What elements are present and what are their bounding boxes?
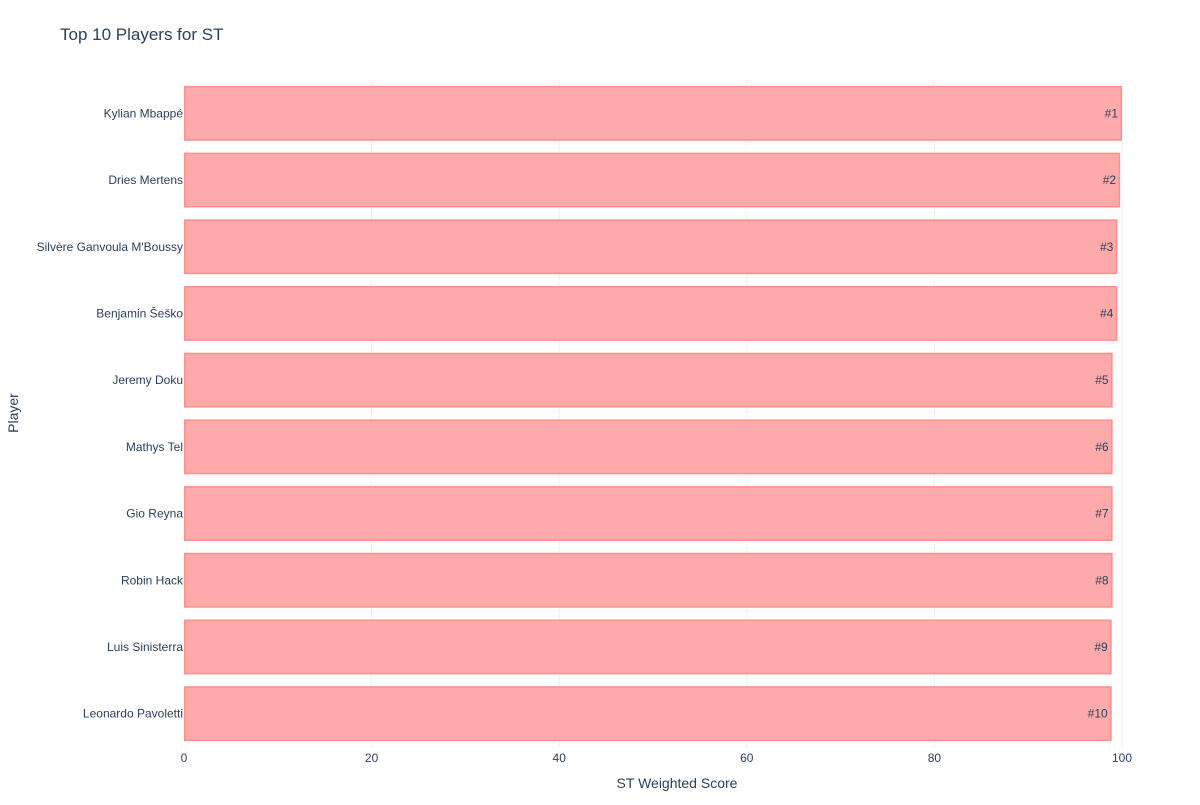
y-tick-label: Luis Sinisterra: [107, 640, 183, 654]
bar-rank-label: #9: [1094, 640, 1108, 654]
y-tick-label: Kylian Mbappé: [104, 106, 184, 120]
bars: #1 #2 #3 #4 #5 #6 #7 #8 #9 #10: [184, 85, 1122, 742]
bar: [184, 419, 1113, 475]
bar-rank-label: #4: [1100, 306, 1114, 320]
x-tick-label: 0: [181, 751, 188, 765]
y-axis-ticks: Kylian Mbappé Dries Mertens Silvère Ganvou…: [37, 106, 184, 720]
bar: [184, 85, 1122, 141]
bar-rank-label: #10: [1088, 707, 1108, 721]
bar: [184, 552, 1113, 608]
bar-rank-label: #7: [1095, 507, 1109, 521]
bar-rank-label: #6: [1095, 440, 1109, 454]
y-tick-label: Dries Mertens: [108, 173, 183, 187]
bar-rank-label: #1: [1105, 106, 1119, 120]
y-tick-label: Benjamin Šeško: [96, 305, 183, 320]
bar: [184, 619, 1112, 675]
bar: [184, 486, 1113, 541]
bar-rank-label: #8: [1095, 573, 1109, 587]
bar-rank-label: #3: [1100, 240, 1114, 254]
chart-title: Top 10 Players for ST: [60, 25, 223, 44]
x-tick-label: 80: [928, 751, 942, 765]
y-tick-label: Jeremy Doku: [112, 373, 183, 387]
bar: [184, 352, 1113, 408]
x-tick-label: 100: [1112, 751, 1132, 765]
bar: [184, 219, 1118, 275]
x-tick-label: 40: [553, 751, 567, 765]
bar: [184, 686, 1112, 742]
x-axis-title: ST Weighted Score: [617, 775, 738, 791]
y-axis-title: Player: [5, 393, 21, 433]
bar-rank-label: #2: [1103, 173, 1117, 187]
bar-rank-label: #5: [1095, 373, 1109, 387]
y-tick-label: Robin Hack: [121, 573, 184, 587]
y-tick-label: Mathys Tel: [126, 440, 183, 454]
x-tick-label: 20: [365, 751, 379, 765]
x-axis-ticks: 0 20 40 60 80 100: [181, 751, 1133, 765]
y-tick-label: Leonardo Pavoletti: [83, 707, 183, 721]
y-tick-label: Silvère Ganvoula M'Boussy: [37, 240, 183, 254]
y-tick-label: Gio Reyna: [126, 507, 183, 521]
x-tick-label: 60: [740, 751, 754, 765]
bar: [184, 152, 1121, 208]
bar: [184, 286, 1118, 341]
